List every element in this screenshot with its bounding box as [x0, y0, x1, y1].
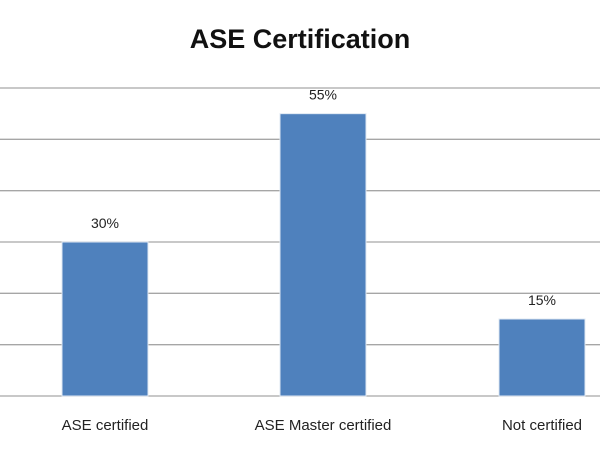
- bar: [279, 113, 367, 397]
- x-tick-label: ASE Master certified: [255, 417, 392, 434]
- data-label: 15%: [528, 292, 556, 308]
- x-tick-label: Not certified: [502, 417, 582, 434]
- bar: [498, 318, 586, 397]
- chart-title: ASE Certification: [189, 24, 411, 54]
- bar: [61, 241, 149, 397]
- data-label: 30%: [91, 215, 119, 231]
- x-tick-label: ASE certified: [62, 417, 149, 434]
- data-label: 55%: [309, 87, 337, 103]
